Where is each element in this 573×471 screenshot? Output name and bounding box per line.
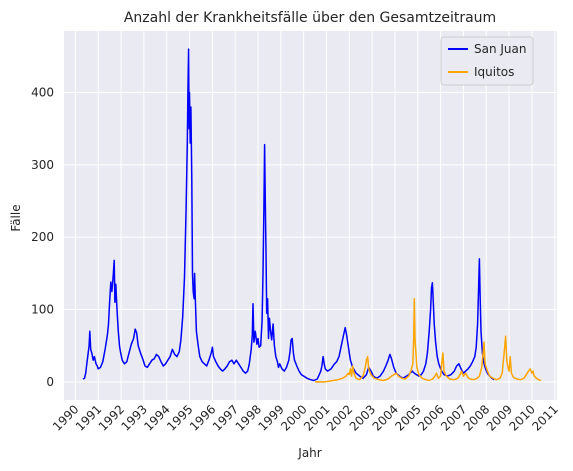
series-line-san-juan xyxy=(82,48,495,382)
chart-title: Anzahl der Krankheitsfälle über den Gesa… xyxy=(124,10,496,26)
y-tick-labels: 0 100 200 300 400 xyxy=(31,86,54,389)
y-tick-300: 300 xyxy=(31,158,54,172)
legend-label-iquitos: Iquitos xyxy=(474,65,514,79)
series-lines xyxy=(82,48,542,383)
y-tick-100: 100 xyxy=(31,303,54,317)
x-axis-label: Jahr xyxy=(297,446,321,460)
y-tick-200: 200 xyxy=(31,230,54,244)
x-tick-labels: 1990199119921993199419951996199719981999… xyxy=(50,402,561,433)
horizontal-gridlines xyxy=(64,92,557,383)
x-tick-2011: 2011 xyxy=(529,402,560,433)
series-line-iquitos xyxy=(315,297,542,383)
y-tick-400: 400 xyxy=(31,86,54,100)
y-axis-label: Fälle xyxy=(9,204,23,231)
legend: San Juan Iquitos xyxy=(440,36,534,86)
y-tick-0: 0 xyxy=(46,375,54,389)
legend-label-san-juan: San Juan xyxy=(474,42,527,56)
